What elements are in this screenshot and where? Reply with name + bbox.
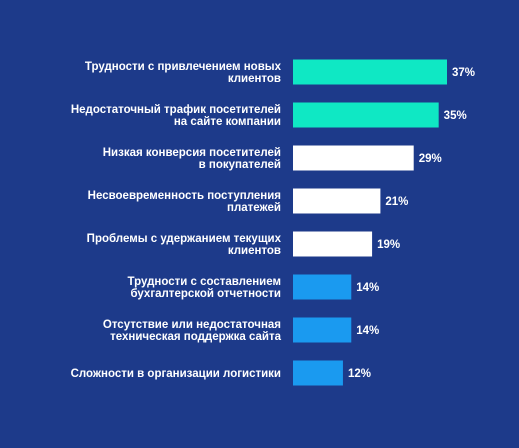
bar-7 xyxy=(293,360,343,386)
category-label-line: бухгалтерской отчетности xyxy=(130,288,281,300)
value-label-1: 35% xyxy=(444,110,467,122)
value-label-5: 14% xyxy=(356,282,379,294)
value-label-6: 14% xyxy=(356,325,379,337)
bar-3 xyxy=(293,188,381,214)
category-label-line: Низкая конверсия посетителей xyxy=(103,147,281,159)
category-label-line: Трудности с привлечением новых xyxy=(85,61,282,73)
category-label-6: Отсутствие или недостаточная техническая … xyxy=(103,319,282,343)
value-label-0: 37% xyxy=(452,67,475,79)
category-label-5: Трудности с составлением бухгалтерской от… xyxy=(128,276,282,300)
category-label-line: на сайте компании xyxy=(174,116,281,128)
category-label-line: клиентов xyxy=(228,73,281,85)
category-label-4: Проблемы с удержанием текущих клиентов xyxy=(87,233,282,257)
bar-4 xyxy=(293,231,373,257)
category-label-2: Низкая конверсия посетителей в покупателе… xyxy=(103,147,281,171)
category-label-line: Сложности в организации логистики xyxy=(71,368,281,380)
category-label-7: Сложности в организации логистики xyxy=(71,368,281,380)
bar-1 xyxy=(293,102,439,128)
category-label-line: платежей xyxy=(227,202,281,214)
category-label-line: Отсутствие или недостаточная xyxy=(103,319,281,331)
category-label-line: Недостаточный трафик посетителей xyxy=(71,104,281,116)
bar-6 xyxy=(293,317,352,343)
value-label-7: 12% xyxy=(348,368,371,380)
value-label-2: 29% xyxy=(419,153,442,165)
category-label-3: Несвоевременность поступления платежей xyxy=(88,190,281,214)
category-label-line: Несвоевременность поступления xyxy=(88,190,281,202)
bar-0 xyxy=(293,59,447,85)
category-label-1: Недостаточный трафик посетителей на сайте… xyxy=(71,104,281,128)
category-label-line: клиентов xyxy=(228,245,281,257)
value-label-4: 19% xyxy=(377,239,400,251)
category-label-0: Трудности с привлечением новых клиентов xyxy=(85,61,282,85)
category-label-line: Проблемы с удержанием текущих xyxy=(87,233,282,245)
value-label-3: 21% xyxy=(385,196,408,208)
category-label-line: Трудности с составлением xyxy=(128,276,282,288)
bar-5 xyxy=(293,274,352,300)
category-label-line: в покупателей xyxy=(199,159,281,171)
bar-2 xyxy=(293,145,414,171)
category-label-line: техническая поддержка сайта xyxy=(110,331,281,343)
